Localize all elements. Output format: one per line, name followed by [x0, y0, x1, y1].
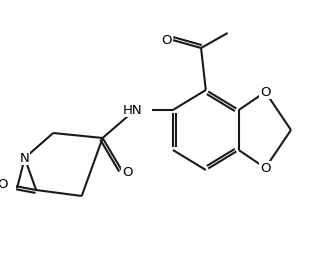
Text: O: O	[161, 34, 172, 46]
Text: O: O	[0, 178, 8, 192]
Text: O: O	[260, 162, 270, 175]
Text: HN: HN	[123, 103, 143, 116]
Text: N: N	[20, 152, 30, 165]
Text: O: O	[260, 86, 270, 98]
Text: O: O	[122, 165, 132, 178]
